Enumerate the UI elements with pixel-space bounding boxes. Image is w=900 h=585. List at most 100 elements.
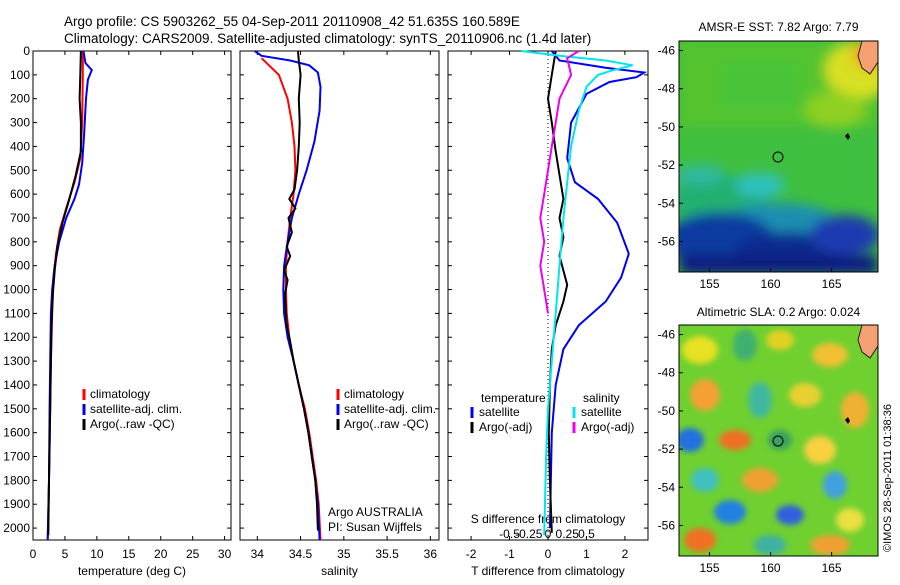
series-line bbox=[539, 50, 580, 314]
y-tick-label: 1200 bbox=[3, 330, 30, 344]
y-tick-label: 1800 bbox=[3, 473, 30, 487]
map-frame bbox=[678, 40, 879, 273]
legend-label: Argo(-adj) bbox=[581, 420, 634, 434]
map-x-tick-label: 165 bbox=[822, 561, 842, 575]
legend-label: Argo(..raw -QC) bbox=[344, 417, 429, 431]
sla-map-field bbox=[679, 325, 878, 556]
map-y-tick-label: -52 bbox=[658, 158, 676, 172]
x-tick-label: 10 bbox=[90, 547, 104, 561]
x-tick-label: 0 bbox=[30, 547, 37, 561]
legend-label: climatology bbox=[344, 387, 404, 401]
x-tick-label: 34 bbox=[251, 547, 265, 561]
x-tick-label: 34.5 bbox=[289, 547, 313, 561]
annotation-text: Argo AUSTRALIA bbox=[328, 505, 423, 519]
x-tick-label: 25 bbox=[186, 547, 200, 561]
y-tick-label: 1300 bbox=[3, 354, 30, 368]
map-y-tick-label: -46 bbox=[658, 44, 676, 58]
map-x-tick-label: 165 bbox=[822, 277, 842, 291]
series-line bbox=[283, 50, 319, 531]
plot-frame bbox=[32, 50, 232, 541]
legend-label: climatology bbox=[90, 387, 150, 401]
map-x-tick-label: 160 bbox=[761, 561, 781, 575]
x2-tick-label: 0.5 bbox=[578, 527, 595, 541]
land-patch bbox=[857, 41, 878, 75]
y-tick-label: 600 bbox=[10, 187, 30, 201]
x-tick-label: 36 bbox=[424, 547, 438, 561]
sst-map-field bbox=[679, 41, 878, 272]
y-tick-label: 500 bbox=[10, 163, 30, 177]
imos-watermark: ©IMOS 28-Sep-2011 01:38:36 bbox=[882, 404, 894, 552]
argo-float-marker-sla bbox=[772, 435, 784, 447]
x-axis-label: temperature (deg C) bbox=[78, 564, 186, 578]
x-tick-label: 35.5 bbox=[375, 547, 399, 561]
y-tick-label: 1100 bbox=[4, 306, 30, 320]
series-line bbox=[548, 50, 648, 529]
map-x-tick-label: 155 bbox=[700, 561, 720, 575]
y-tick-label: 1600 bbox=[3, 426, 30, 440]
map-y-tick-label: -48 bbox=[658, 82, 676, 96]
map-y-tick-label: -56 bbox=[658, 234, 676, 248]
legend-label: satellite-adj. clim. bbox=[344, 402, 436, 416]
y-tick-label: 1700 bbox=[3, 450, 30, 464]
legend-label: satellite bbox=[479, 405, 520, 419]
y-tick-label: 1900 bbox=[3, 497, 30, 511]
y-tick-label: 900 bbox=[10, 259, 30, 273]
panel-temperature: 0100200300400500600700800900100011001200… bbox=[3, 44, 231, 578]
x2-tick-label: 0.25 bbox=[556, 527, 580, 541]
y-tick-label: 1400 bbox=[3, 378, 30, 392]
header-line-2: Climatology: CARS2009. Satellite-adjuste… bbox=[64, 31, 591, 46]
map-y-tick-label: -50 bbox=[658, 404, 676, 418]
x2-axis-label: S difference from climatology bbox=[471, 512, 626, 526]
x-tick-label: 30 bbox=[218, 547, 232, 561]
x-axis-label: T difference from climatology bbox=[471, 564, 625, 578]
header-line-1: Argo profile: CS 5903262_55 04-Sep-2011 … bbox=[64, 14, 520, 29]
legend-title: salinity bbox=[583, 391, 620, 405]
x2-tick-label: -0.5 bbox=[499, 527, 520, 541]
x-tick-label: 20 bbox=[154, 547, 168, 561]
x-tick-label: -2 bbox=[466, 547, 477, 561]
legend-title: temperature bbox=[481, 391, 546, 405]
map-y-tick-label: -54 bbox=[658, 196, 676, 210]
land-patch-sla bbox=[857, 325, 878, 359]
y-tick-label: 2000 bbox=[3, 521, 30, 535]
x-tick-label: 15 bbox=[122, 547, 136, 561]
y-tick-label: 700 bbox=[10, 211, 30, 225]
map-y-tick-label: -48 bbox=[658, 366, 676, 380]
map-axes-sst_map: AMSR-E SST: 7.82 Argo: 7.79 155 160 165 -46 -… bbox=[658, 20, 879, 291]
legend-label: satellite-adj. clim. bbox=[90, 402, 182, 416]
annotation-text: PI: Susan Wijffels bbox=[328, 520, 422, 534]
map-title: Altimetric SLA: 0.2 Argo: 0.024 bbox=[697, 305, 861, 319]
y-tick-label: 0 bbox=[23, 44, 30, 58]
legend-label: satellite bbox=[581, 405, 622, 419]
argo-float-marker bbox=[772, 151, 784, 163]
y-tick-label: 100 bbox=[10, 68, 30, 82]
legend-label: Argo(-adj) bbox=[479, 420, 532, 434]
map-x-tick-label: 155 bbox=[700, 277, 720, 291]
map-y-tick-label: -50 bbox=[658, 120, 676, 134]
y-tick-label: 800 bbox=[10, 235, 30, 249]
x-tick-label: -1 bbox=[504, 547, 515, 561]
panel-salinity: 34 34.5 35 35.5 36 salinity climatologysatelli… bbox=[239, 50, 440, 578]
map-title: AMSR-E SST: 7.82 Argo: 7.79 bbox=[698, 20, 858, 34]
panel-difference: -2 -1 0 1 2 T difference from climatology S di… bbox=[447, 50, 649, 578]
map-y-tick-label: -56 bbox=[658, 518, 676, 532]
map-y-tick-label: -46 bbox=[658, 328, 676, 342]
series-line bbox=[47, 50, 82, 536]
map-y-tick-label: -52 bbox=[658, 442, 676, 456]
y-tick-label: 300 bbox=[10, 116, 30, 130]
map-y-tick-label: -54 bbox=[658, 480, 676, 494]
x-tick-label: 35 bbox=[337, 547, 351, 561]
x-tick-label: 5 bbox=[62, 547, 69, 561]
series-line bbox=[520, 50, 633, 536]
plot-frame bbox=[239, 50, 440, 541]
x-tick-label: 2 bbox=[622, 547, 629, 561]
map-axes-sla_map: Altimetric SLA: 0.2 Argo: 0.024 155 160 165… bbox=[658, 305, 879, 575]
map-frame bbox=[678, 324, 879, 557]
x-tick-label: 0 bbox=[545, 547, 552, 561]
y-tick-label: 1500 bbox=[3, 402, 30, 416]
y-tick-label: 400 bbox=[10, 139, 30, 153]
x-axis-label: salinity bbox=[321, 564, 358, 578]
x2-tick-label: -0.25 bbox=[515, 527, 543, 541]
x-tick-label: 1 bbox=[583, 547, 590, 561]
